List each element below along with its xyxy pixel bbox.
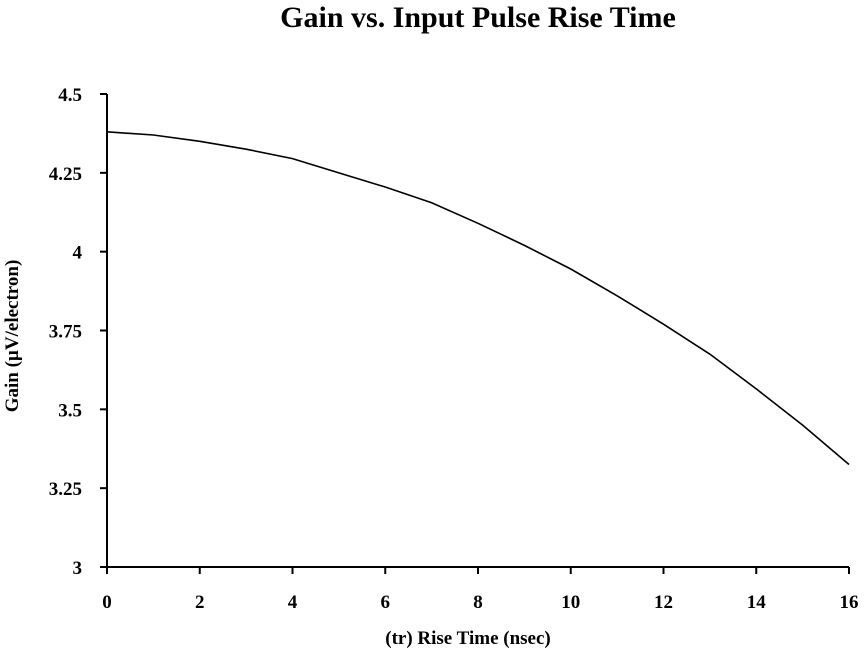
x-tick-label: 2 (195, 592, 205, 613)
y-tick-label: 3.25 (49, 479, 82, 500)
y-tick-label: 4 (73, 243, 83, 264)
x-tick-label: 14 (747, 592, 767, 613)
y-tick-label: 4.25 (49, 164, 82, 185)
plot-series (106, 131, 850, 466)
y-ticks: 3 3.25 3.5 3.75 4 4.25 4.5 (49, 85, 107, 579)
x-tick-label: 8 (473, 592, 483, 613)
x-tick-label: 6 (381, 592, 391, 613)
y-axis-label: Gain (µV/electron) (2, 260, 23, 413)
chart-title: Gain vs. Input Pulse Rise Time (280, 1, 676, 34)
y-tick-label: 3.75 (49, 322, 82, 343)
x-tick-label: 10 (561, 592, 580, 613)
x-axis-label: (tr) Rise Time (nsec) (385, 628, 551, 649)
x-tick-label: 4 (288, 592, 298, 613)
y-tick-label: 3.5 (58, 400, 82, 421)
x-tick-label: 12 (654, 592, 673, 613)
x-tick-label: 0 (102, 592, 112, 613)
y-tick-label: 4.5 (58, 85, 82, 106)
y-tick-label: 3 (73, 558, 83, 579)
x-tick-label: 16 (840, 592, 859, 613)
series-line (106, 131, 850, 466)
x-ticks: 0 2 4 6 8 10 12 14 16 (102, 567, 859, 613)
